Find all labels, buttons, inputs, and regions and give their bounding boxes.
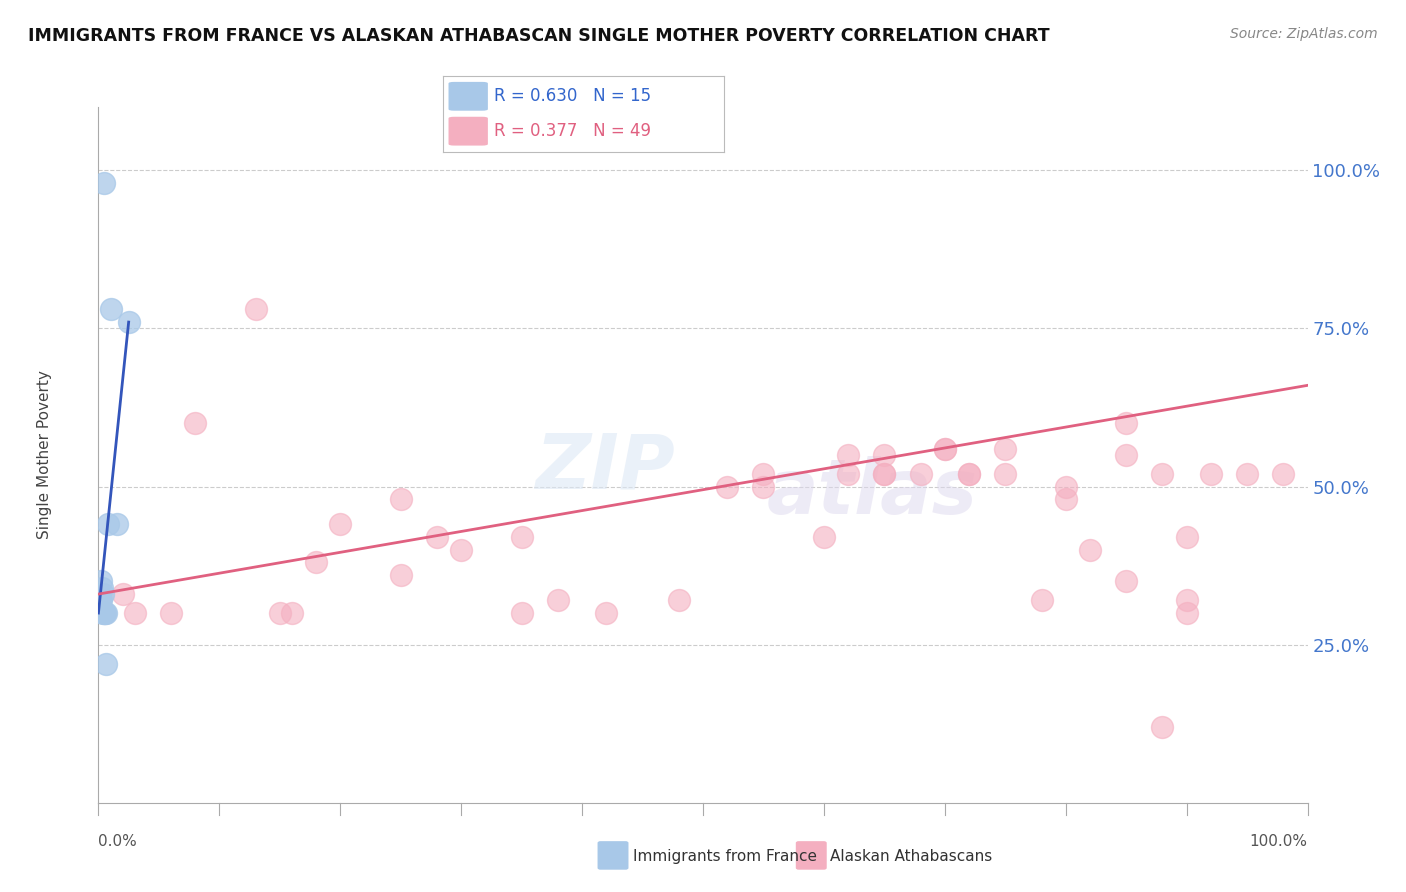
Point xyxy=(813,530,835,544)
Point xyxy=(281,606,304,620)
Point xyxy=(94,606,117,620)
Point xyxy=(90,574,112,589)
Point xyxy=(97,517,120,532)
Point xyxy=(329,517,352,532)
Point xyxy=(91,606,114,620)
Point xyxy=(1115,574,1137,589)
Point xyxy=(994,467,1017,481)
Point xyxy=(1115,417,1137,431)
Point xyxy=(595,606,617,620)
Point xyxy=(547,593,569,607)
Point xyxy=(873,448,896,462)
Point xyxy=(510,606,533,620)
Point xyxy=(716,479,738,493)
Text: 0.0%: 0.0% xyxy=(98,834,138,849)
Text: 100.0%: 100.0% xyxy=(1250,834,1308,849)
Point xyxy=(1175,530,1198,544)
Point xyxy=(873,467,896,481)
Point xyxy=(1236,467,1258,481)
Text: IMMIGRANTS FROM FRANCE VS ALASKAN ATHABASCAN SINGLE MOTHER POVERTY CORRELATION C: IMMIGRANTS FROM FRANCE VS ALASKAN ATHABA… xyxy=(28,27,1050,45)
Text: ZIP: ZIP xyxy=(537,431,676,505)
FancyBboxPatch shape xyxy=(449,82,488,111)
Point xyxy=(1054,492,1077,507)
Point xyxy=(1152,467,1174,481)
Point xyxy=(1175,593,1198,607)
Point xyxy=(934,442,956,456)
Point xyxy=(389,568,412,582)
Point xyxy=(91,581,114,595)
Point xyxy=(93,606,115,620)
Point xyxy=(389,492,412,507)
Point xyxy=(837,448,859,462)
Point xyxy=(934,442,956,456)
Point xyxy=(450,542,472,557)
Text: R = 0.630   N = 15: R = 0.630 N = 15 xyxy=(494,87,651,105)
Point xyxy=(269,606,291,620)
Point xyxy=(1031,593,1053,607)
Point xyxy=(245,302,267,317)
Point xyxy=(426,530,449,544)
Point xyxy=(160,606,183,620)
Point xyxy=(1078,542,1101,557)
Point xyxy=(1272,467,1295,481)
Text: Source: ZipAtlas.com: Source: ZipAtlas.com xyxy=(1230,27,1378,41)
Point xyxy=(96,657,118,671)
Point xyxy=(994,442,1017,456)
Text: atlas: atlas xyxy=(766,456,977,530)
Point xyxy=(1152,720,1174,734)
FancyBboxPatch shape xyxy=(449,117,488,145)
Point xyxy=(1054,479,1077,493)
Point xyxy=(111,587,134,601)
Point xyxy=(873,467,896,481)
Point xyxy=(957,467,980,481)
Point xyxy=(837,467,859,481)
Point xyxy=(752,467,775,481)
Point xyxy=(752,479,775,493)
Point xyxy=(91,587,114,601)
Point xyxy=(100,302,122,317)
Text: Single Mother Poverty: Single Mother Poverty xyxy=(37,370,52,540)
Point xyxy=(305,556,328,570)
Point xyxy=(89,593,111,607)
Point xyxy=(910,467,932,481)
Point xyxy=(184,417,207,431)
Point xyxy=(118,315,141,329)
Point xyxy=(1115,448,1137,462)
Point xyxy=(510,530,533,544)
Text: Alaskan Athabascans: Alaskan Athabascans xyxy=(830,849,991,863)
Point xyxy=(93,176,115,190)
Point xyxy=(90,593,112,607)
Point xyxy=(105,517,128,532)
Point xyxy=(124,606,146,620)
Point xyxy=(957,467,980,481)
Point xyxy=(1175,606,1198,620)
Point xyxy=(668,593,690,607)
Point xyxy=(94,606,117,620)
Text: R = 0.377   N = 49: R = 0.377 N = 49 xyxy=(494,122,651,140)
Text: Immigrants from France: Immigrants from France xyxy=(633,849,817,863)
Point xyxy=(1199,467,1222,481)
